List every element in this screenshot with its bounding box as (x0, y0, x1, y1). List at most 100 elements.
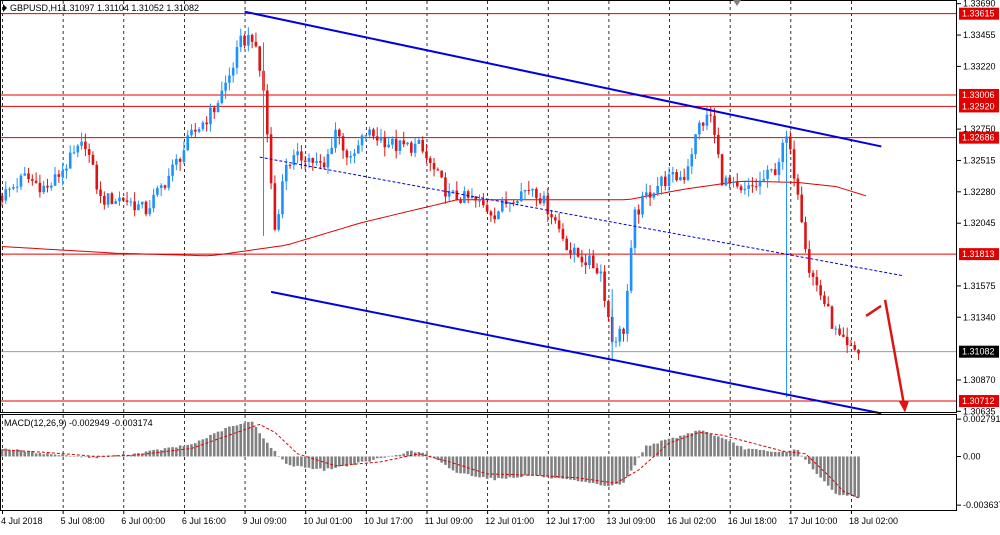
candle-body (819, 285, 822, 296)
macd-bar (637, 456, 641, 458)
macd-bar (49, 454, 53, 457)
candle-body (698, 122, 701, 135)
price-tick-label: 1.32750 (963, 124, 996, 134)
macd-bar (777, 452, 781, 457)
macd-bar (84, 456, 87, 457)
level-price-label: 1.32686 (962, 133, 995, 143)
candle-body (391, 138, 394, 145)
candle-body (133, 201, 136, 211)
candle-body (163, 185, 167, 188)
candle-body (656, 186, 659, 194)
macd-bar (353, 456, 356, 466)
chart-shift-marker-icon[interactable] (733, 0, 741, 6)
candle-body (4, 189, 8, 201)
candle-body (137, 204, 140, 211)
macd-bar (300, 456, 303, 467)
macd-bar (410, 450, 413, 457)
macd-bar (807, 456, 811, 464)
macd-bar (148, 450, 152, 457)
macd-bar (228, 426, 231, 457)
macd-bar (542, 456, 546, 478)
candle-body (140, 201, 144, 205)
candle-body (231, 67, 235, 76)
candle-body (84, 141, 87, 150)
candle-body (31, 179, 34, 181)
macd-bar (667, 438, 671, 457)
candle-body (849, 345, 853, 347)
candle-body (410, 142, 413, 153)
macd-bar (853, 456, 857, 497)
candle-body (447, 191, 451, 197)
candle-body (95, 164, 99, 190)
candle-body (732, 181, 735, 184)
channel-upper-line (244, 10, 882, 148)
candle-body (118, 197, 121, 202)
candle-body (682, 177, 686, 180)
time-tick-label: 4 Jul 2018 (1, 516, 43, 526)
candle-body (182, 150, 186, 162)
macd-bar (815, 456, 819, 474)
macd-bar (171, 447, 174, 457)
time-axis: 4 Jul 2018 5 Jul 08:00 6 Jul 00:00 6 Jul 16… (1, 510, 898, 526)
macd-bar (8, 449, 11, 457)
candle-body (228, 75, 231, 83)
macd-bar (622, 456, 625, 483)
candle-body (451, 190, 455, 192)
macd-bar (595, 456, 599, 484)
candle-body (413, 143, 417, 153)
candle-body (42, 185, 45, 193)
candle-body (216, 103, 220, 113)
candle-body (129, 201, 133, 203)
macd-bar (57, 455, 61, 457)
macd-bar (61, 454, 64, 457)
candle-body (235, 47, 239, 68)
macd-signal-polyline (1, 423, 859, 499)
candle-body (284, 164, 288, 182)
macd-bar (478, 456, 481, 478)
macd-bar (95, 456, 99, 459)
candle-body (281, 181, 284, 215)
macd-bar (319, 456, 322, 469)
macd-bar (694, 430, 697, 457)
macd-bar (735, 445, 739, 457)
candle-body (364, 135, 368, 137)
candle-body (826, 303, 830, 307)
candle-body (178, 158, 182, 162)
candle-body (754, 186, 758, 188)
candle-body (46, 185, 49, 188)
macd-bar (432, 456, 436, 458)
macd-bar (497, 456, 500, 478)
candle-body (637, 209, 641, 215)
macd-bar (421, 452, 424, 457)
candle-body (766, 169, 769, 179)
candle-body (838, 328, 841, 335)
macd-bar (781, 451, 785, 457)
candle-body (224, 82, 227, 91)
level-price-badge (959, 7, 999, 20)
price-tick-label: 1.33220 (963, 61, 996, 71)
macd-bar (156, 449, 159, 457)
candle-body (273, 183, 277, 230)
candle-body (538, 198, 542, 204)
macd-signal-line (1, 423, 859, 499)
candle-body (334, 129, 337, 148)
macd-bar (220, 431, 224, 457)
forecast-down-stroke (883, 299, 906, 405)
candle-body (296, 151, 299, 156)
macd-bar (838, 456, 841, 496)
candle-body (144, 201, 148, 215)
macd-bar (106, 456, 110, 458)
macd-bar (482, 456, 485, 477)
candle-body (421, 139, 424, 152)
candle-body (572, 247, 576, 254)
candle-body (531, 188, 534, 191)
time-tick-label: 12 Jul 17:00 (546, 516, 595, 526)
candle-body (603, 271, 606, 301)
candle-body (12, 187, 15, 189)
macd-bar (379, 456, 383, 459)
price-tick-label: 1.33690 (963, 0, 996, 9)
candle-body (239, 35, 243, 48)
macd-bar (87, 456, 91, 458)
macd-bar (72, 456, 76, 457)
